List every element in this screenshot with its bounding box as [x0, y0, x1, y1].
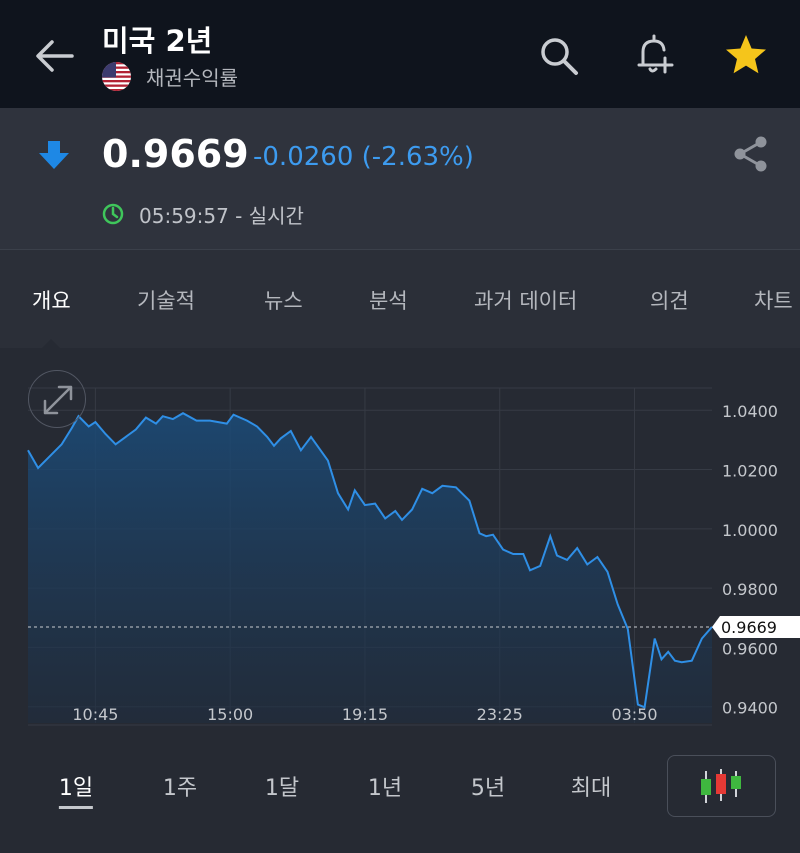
last-price: 0.9669 — [102, 132, 249, 176]
instrument-subtitle-row: 채권수익률 — [102, 61, 238, 91]
instrument-type-label: 채권수익률 — [146, 65, 238, 90]
x-tick-label: 03:50 — [611, 705, 657, 724]
x-tick-label: 19:15 — [342, 705, 388, 724]
period-1-month[interactable]: 1달 — [264, 776, 300, 801]
period-1-year[interactable]: 1년 — [367, 776, 403, 801]
tab-comments[interactable]: 의견 — [650, 289, 689, 313]
period-1-day[interactable]: 1일 — [58, 770, 94, 809]
y-tick-label: 0.9400 — [722, 699, 778, 718]
share-icon[interactable] — [731, 134, 771, 174]
tab-historical-data[interactable]: 과거 데이터 — [474, 289, 578, 313]
current-price-label: 0.9669 — [721, 618, 777, 637]
current-price-tag — [712, 615, 800, 638]
clock-icon — [102, 203, 124, 225]
tab-news[interactable]: 뉴스 — [264, 289, 303, 313]
quote-timestamp: 05:59:57 - 실시간 — [139, 204, 304, 228]
favorite-star-icon[interactable] — [723, 33, 769, 77]
price-change: -0.0260 (-2.63%) — [253, 142, 474, 172]
chart-price-line — [27, 412, 713, 709]
tab-analysis[interactable]: 분석 — [369, 289, 408, 313]
period-1-week[interactable]: 1주 — [162, 776, 198, 801]
expand-chart-button[interactable] — [28, 370, 86, 428]
chart-area-fill — [28, 413, 712, 723]
us-flag-icon — [102, 61, 131, 91]
period-5-years[interactable]: 5년 — [470, 776, 506, 801]
section-tabs: 개요 기술적 뉴스 분석 과거 데이터 의견 차트 — [0, 250, 800, 348]
x-tick-label: 10:45 — [72, 705, 118, 724]
top-app-bar: 미국 2년 채권수익률 — [0, 0, 800, 108]
add-alert-bell-icon[interactable] — [632, 31, 680, 79]
x-tick-label: 15:00 — [207, 705, 253, 724]
y-tick-label: 1.0400 — [722, 402, 778, 421]
back-arrow-icon[interactable] — [32, 34, 76, 78]
tab-chart[interactable]: 차트 — [754, 289, 793, 313]
y-tick-label: 0.9800 — [722, 580, 778, 599]
tab-technical[interactable]: 기술적 — [137, 289, 195, 313]
active-tab-caret-icon — [42, 339, 60, 348]
y-tick-label: 0.9600 — [722, 639, 778, 658]
candlestick-icon — [701, 769, 741, 803]
candlestick-toggle-button[interactable] — [667, 755, 776, 817]
period-selector: 1일 1주 1달 1년 5년 최대 — [0, 748, 800, 828]
period-max[interactable]: 최대 — [570, 776, 612, 801]
instrument-title: 미국 2년 — [102, 24, 213, 58]
down-arrow-icon — [39, 141, 69, 169]
y-tick-label: 1.0200 — [722, 462, 778, 481]
quote-panel: 0.9669 -0.0260 (-2.63%) 05:59:57 - 실시간 — [0, 108, 800, 250]
price-chart[interactable]: 1.0400 1.0200 1.0000 0.9800 0.9600 0.9400 10:4… — [0, 348, 800, 738]
search-icon[interactable] — [537, 34, 581, 78]
expand-icon — [43, 385, 73, 415]
y-tick-label: 1.0000 — [722, 521, 778, 540]
tab-overview[interactable]: 개요 — [32, 289, 71, 313]
x-tick-label: 23:25 — [477, 705, 523, 724]
